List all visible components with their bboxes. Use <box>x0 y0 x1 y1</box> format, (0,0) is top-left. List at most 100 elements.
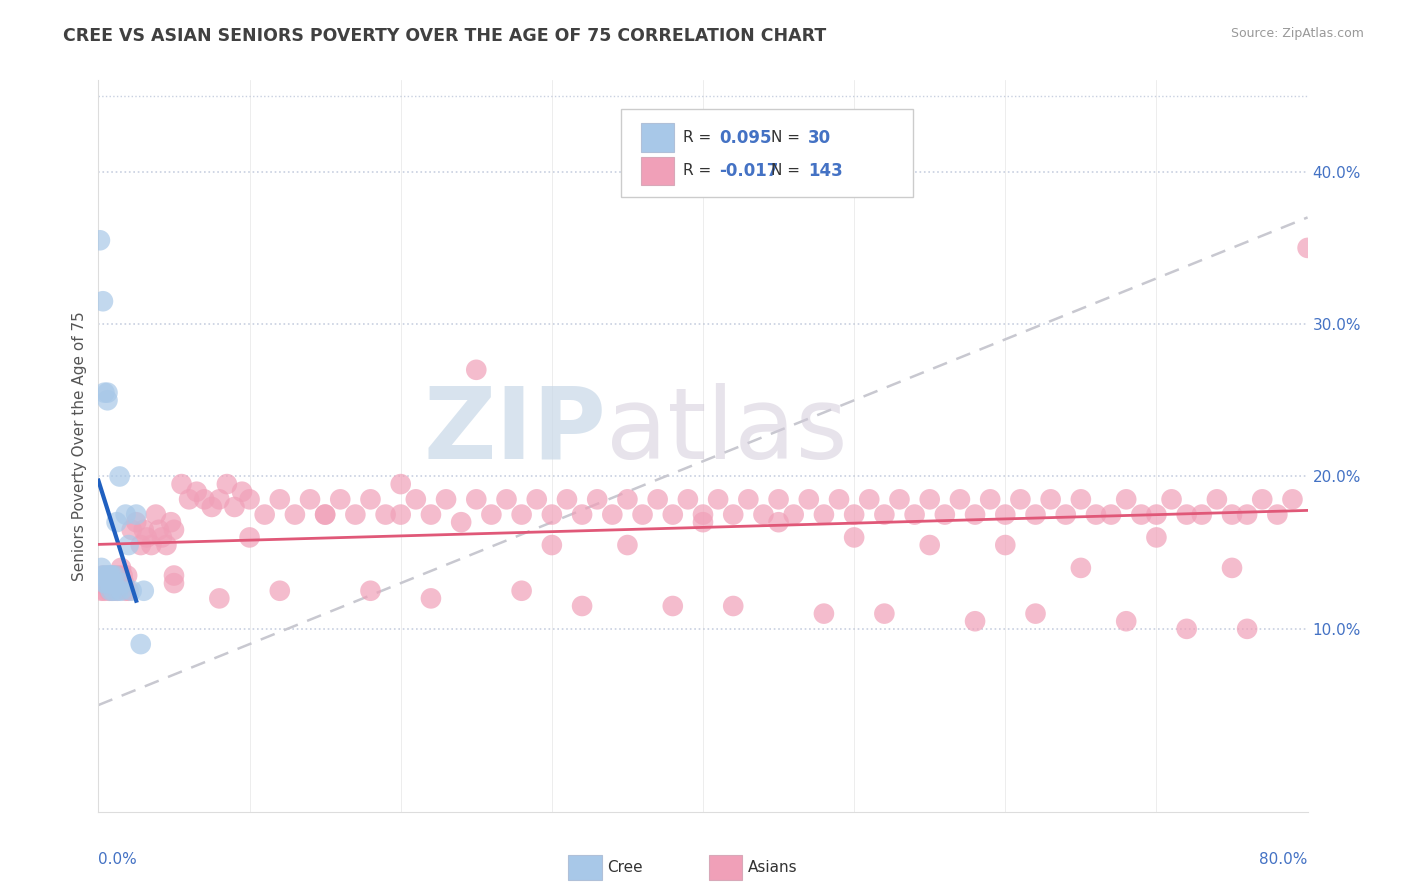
Point <box>904 508 927 522</box>
Point <box>1024 508 1046 522</box>
Point <box>193 492 215 507</box>
Text: R =: R = <box>683 163 716 178</box>
Point <box>284 508 307 522</box>
Point <box>979 492 1001 507</box>
Point <box>135 530 157 544</box>
Point <box>269 583 291 598</box>
Point <box>314 508 336 522</box>
Point <box>103 583 125 598</box>
Point <box>873 607 896 621</box>
Point <box>994 508 1017 522</box>
Point <box>768 492 790 507</box>
Text: 0.095: 0.095 <box>720 128 772 146</box>
Point <box>96 393 118 408</box>
Text: 80.0%: 80.0% <box>1260 852 1308 867</box>
Point <box>1144 508 1167 522</box>
Point <box>1099 508 1122 522</box>
Point <box>965 508 987 522</box>
Point <box>495 492 517 507</box>
Point <box>111 576 134 591</box>
Point <box>91 568 114 582</box>
Text: N =: N = <box>772 130 806 145</box>
Point <box>647 492 669 507</box>
Point <box>231 484 253 499</box>
Point <box>163 523 186 537</box>
Point <box>949 492 972 507</box>
Y-axis label: Seniors Poverty Over the Age of 75: Seniors Poverty Over the Age of 75 <box>72 311 87 581</box>
Point <box>100 583 122 598</box>
Point <box>94 568 117 582</box>
Point <box>1115 614 1137 628</box>
Point <box>1070 561 1092 575</box>
Point <box>707 492 730 507</box>
Point <box>215 477 238 491</box>
Point <box>918 538 941 552</box>
Point <box>125 515 148 529</box>
Point <box>1024 607 1046 621</box>
Text: atlas: atlas <box>606 383 848 480</box>
Point <box>186 484 208 499</box>
Point <box>91 294 114 309</box>
Text: 143: 143 <box>808 161 842 180</box>
Point <box>100 568 122 582</box>
Point <box>108 576 131 591</box>
Point <box>374 508 396 522</box>
Point <box>314 508 336 522</box>
Point <box>114 583 136 598</box>
Point <box>115 568 138 582</box>
Point <box>208 591 231 606</box>
Point <box>94 576 117 591</box>
Point <box>105 583 128 598</box>
Point <box>110 561 132 575</box>
Point <box>104 576 127 591</box>
Point <box>752 508 775 522</box>
Point <box>93 583 115 598</box>
Text: ZIP: ZIP <box>423 383 606 480</box>
Point <box>813 607 835 621</box>
Point <box>344 508 367 522</box>
Point <box>994 538 1017 552</box>
Point <box>526 492 548 507</box>
Point <box>89 233 111 247</box>
Point <box>118 583 141 598</box>
Point <box>1054 508 1077 522</box>
Point <box>1010 492 1032 507</box>
Point <box>129 538 152 552</box>
Point <box>420 591 443 606</box>
Point <box>299 492 322 507</box>
Point <box>844 530 866 544</box>
Point <box>616 492 638 507</box>
Point <box>269 492 291 507</box>
Point <box>110 583 132 598</box>
Point <box>1085 508 1108 522</box>
Point <box>737 492 759 507</box>
Point <box>676 492 699 507</box>
Point <box>661 599 683 613</box>
Point <box>616 538 638 552</box>
Point <box>631 508 654 522</box>
Point <box>481 508 503 522</box>
Point <box>112 576 135 591</box>
Point <box>155 538 177 552</box>
Point <box>768 515 790 529</box>
Text: 30: 30 <box>808 128 831 146</box>
Point <box>934 508 956 522</box>
Text: CREE VS ASIAN SENIORS POVERTY OVER THE AGE OF 75 CORRELATION CHART: CREE VS ASIAN SENIORS POVERTY OVER THE A… <box>63 27 827 45</box>
Point <box>105 515 128 529</box>
Point <box>170 477 193 491</box>
Point <box>91 568 114 582</box>
Point <box>121 583 143 598</box>
Point <box>1236 622 1258 636</box>
Point <box>360 492 382 507</box>
Point <box>141 538 163 552</box>
Point <box>201 500 224 514</box>
Point <box>107 583 129 598</box>
Point <box>389 477 412 491</box>
Point <box>98 583 121 598</box>
Point <box>1144 530 1167 544</box>
Point <box>586 492 609 507</box>
Point <box>389 508 412 522</box>
Point <box>121 523 143 537</box>
Point <box>224 500 246 514</box>
Point <box>239 530 262 544</box>
